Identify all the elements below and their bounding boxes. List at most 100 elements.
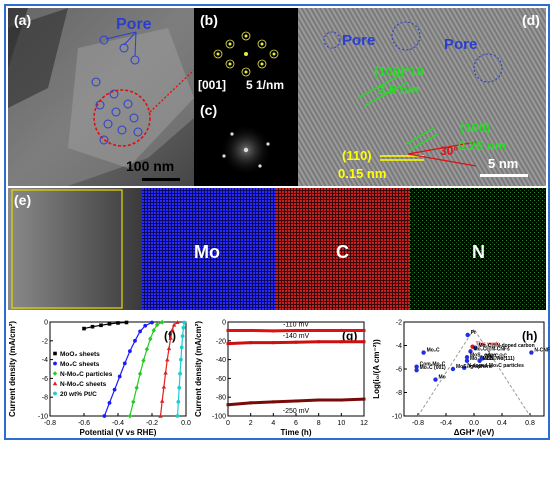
panel-d-angle-label: 30° (440, 144, 459, 158)
x-axis-label: ΔGH* /(eV) (454, 428, 495, 437)
point-label: Mo₂C@N-CNFs (474, 346, 510, 352)
y-axis-label: Log(i₀/(A cm⁻²)) (372, 339, 381, 399)
series-label: -140 mV (283, 333, 310, 340)
data-point (177, 385, 182, 390)
y-tick-label: -6 (396, 367, 402, 374)
data-point (99, 323, 103, 328)
data-point (464, 355, 470, 360)
data-point (294, 328, 298, 332)
data-point (82, 326, 86, 331)
data-point (317, 340, 321, 344)
panel-e-haadf-image: (e) (8, 188, 142, 310)
panel-label: (f) (164, 329, 176, 343)
data-point (141, 358, 146, 363)
legend-entry: 20 wt% Pt/C (60, 391, 97, 398)
data-point (143, 323, 148, 328)
data-point (362, 340, 366, 344)
data-point (90, 324, 95, 329)
x-tick-label: 0.4 (497, 420, 507, 427)
panel-b-saed-pattern: (b) [001] 5 1/nm (194, 8, 298, 98)
data-point (178, 371, 182, 376)
eds-map-n-art (410, 188, 546, 310)
data-point (317, 398, 321, 402)
data-point (226, 403, 230, 407)
legend-entry: MoO₂ sheets (60, 351, 100, 358)
y-axis-label: Current density (mA/cm²) (194, 321, 203, 417)
point-label: Mo₂C (001) (420, 365, 446, 371)
data-point (128, 349, 132, 354)
y-tick-label: -8 (42, 395, 48, 402)
plot-area (403, 321, 545, 417)
data-point (465, 332, 470, 338)
y-tick-label: -60 (216, 376, 226, 383)
data-point (122, 361, 127, 366)
data-point (271, 400, 275, 404)
data-point (131, 399, 136, 405)
data-point (179, 345, 184, 350)
y-tick-label: 0 (44, 320, 48, 327)
data-point (144, 346, 150, 352)
panel-a-pore-label: Pore (116, 16, 152, 33)
data-point (166, 346, 172, 351)
panel-d-pore-label-2: Pore (444, 36, 478, 53)
panel-c-fft-pattern: (c) (194, 98, 298, 186)
data-point (116, 321, 120, 325)
y-tick-label: 0 (222, 320, 226, 327)
data-point (158, 413, 163, 418)
data-point (414, 364, 419, 369)
point-label: MoS₂/graphene (456, 364, 493, 370)
data-point (171, 322, 177, 327)
x-tick-label: 6 (294, 420, 298, 427)
hrtem-image-art (298, 8, 546, 186)
panel-h-volcano-chart: -0.8 -0.4 0.0 0.4 0.8 -2 -4 -6 -8 -10 ΔGH* /(eV) Lo… (370, 312, 550, 440)
point-label: Pt (471, 330, 476, 336)
panel-d-scale-label: 5 nm (488, 156, 519, 171)
data-point (107, 400, 112, 405)
x-tick-label: 10 (337, 420, 345, 427)
panel-label: (h) (522, 329, 537, 343)
panel-d-label: (d) (522, 12, 540, 28)
y-axis-label: Current density (mA/cm²) (8, 321, 17, 417)
data-point (339, 328, 343, 332)
data-point (249, 401, 253, 405)
x-tick-label: -0.6 (78, 420, 90, 427)
y-tick-label: -6 (42, 376, 48, 383)
x-axis-label: Time (h) (281, 428, 312, 437)
x-tick-label: 8 (317, 420, 321, 427)
panel-g-stability-chart: 0 2 4 6 8 10 12 0 -20 -40 -60 -80 -100 Time (h) Curren… (192, 312, 370, 440)
x-tick-label: 0 (226, 420, 230, 427)
panel-b-label: (b) (200, 12, 218, 28)
point-label: Mo₂C@N-doped carbon (478, 343, 534, 349)
eds-map-mo-art (142, 188, 276, 310)
data-point (468, 349, 473, 354)
series-label: -110 mV (283, 321, 309, 328)
data-point (421, 350, 426, 355)
data-point (433, 377, 438, 382)
volcano-chart-svg: -0.8 -0.4 0.0 0.4 0.8 -2 -4 -6 -8 -10 ΔGH* /(eV) Lo… (372, 320, 550, 438)
data-point (226, 342, 230, 346)
x-tick-label: -0.8 (44, 420, 56, 427)
series-line (103, 321, 153, 417)
x-tick-label: -0.4 (440, 420, 452, 427)
panel-d-fringe-value-3: 0.15 nm (338, 166, 387, 181)
panel-e-map-n: N (410, 188, 546, 310)
panel-d-fringe-label-1: (100)*16 (374, 64, 424, 79)
data-point (180, 334, 185, 338)
data-point (53, 351, 57, 356)
data-point (151, 328, 156, 333)
panel-d-fringe-value-2: 0.26 nm (458, 138, 507, 153)
y-tick-label: -2 (396, 320, 402, 327)
y-tick-label: -20 (216, 338, 226, 345)
lsv-chart-svg: -0.8 -0.6 -0.4 -0.2 0.0 0 -2 -4 -6 -8 -10 Potential… (8, 320, 191, 438)
panel-a-scale-bar-label: 100 nm (126, 158, 175, 174)
data-point (317, 328, 321, 332)
data-point (134, 385, 139, 391)
y-tick-label: -10 (38, 414, 48, 421)
point-label: This work (476, 342, 500, 348)
point-label: N-CNFs (534, 348, 550, 354)
x-tick-label: -0.8 (412, 420, 424, 427)
x-axis-label: Potential (V vs RHE) (80, 428, 157, 437)
data-point (529, 350, 534, 355)
data-point (477, 358, 482, 363)
point-label: MoS₂/Au(111) (483, 356, 515, 362)
